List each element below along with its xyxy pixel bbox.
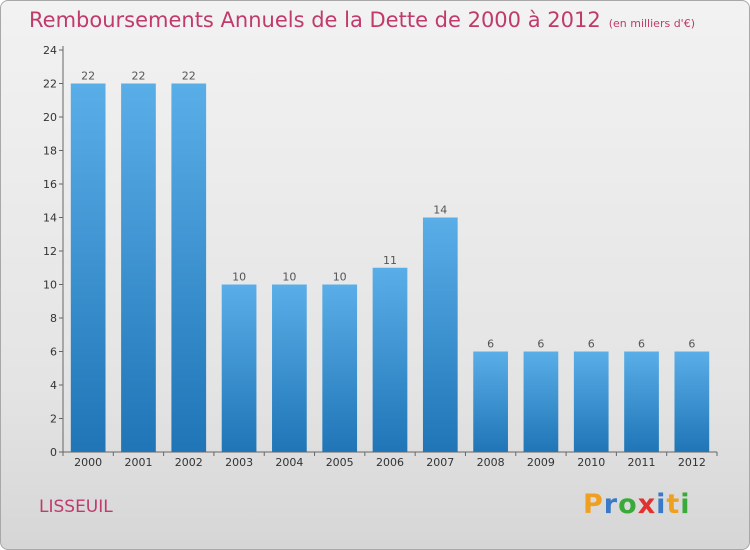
bar-2007 xyxy=(422,217,458,452)
x-tick-label-2002: 2002 xyxy=(175,456,203,469)
value-label-2007: 14 xyxy=(433,204,447,217)
bar-2008 xyxy=(473,351,508,452)
bar-2006 xyxy=(372,267,408,452)
x-tick-label-2010: 2010 xyxy=(577,456,605,469)
y-tick-label-2: 2 xyxy=(50,413,57,426)
chart-subtitle: (en milliers d'€) xyxy=(608,17,695,30)
value-label-2005: 10 xyxy=(333,271,347,284)
title-text: Remboursements Annuels de la Dette de 20… xyxy=(29,8,601,32)
bar-2003 xyxy=(221,284,257,452)
value-label-2006: 11 xyxy=(383,254,397,267)
bar-2010 xyxy=(573,351,609,452)
value-label-2010: 6 xyxy=(588,338,595,351)
x-tick-label-2006: 2006 xyxy=(376,456,404,469)
value-label-2009: 6 xyxy=(537,338,544,351)
bar-2012 xyxy=(674,351,710,452)
bar-2011 xyxy=(624,351,659,452)
value-label-2003: 10 xyxy=(232,271,246,284)
y-tick-label-24: 24 xyxy=(43,44,57,57)
x-tick-label-2000: 2000 xyxy=(74,456,102,469)
x-tick-label-2009: 2009 xyxy=(527,456,555,469)
bar-2009 xyxy=(523,351,559,452)
value-label-2004: 10 xyxy=(282,271,296,284)
y-tick-label-0: 0 xyxy=(50,446,57,459)
y-tick-label-4: 4 xyxy=(50,379,57,392)
value-label-2012: 6 xyxy=(688,338,695,351)
value-label-2002: 22 xyxy=(182,70,196,83)
y-tick-label-8: 8 xyxy=(50,312,57,325)
y-tick-label-6: 6 xyxy=(50,346,57,359)
bar-2001 xyxy=(121,83,156,452)
value-label-2001: 22 xyxy=(131,70,145,83)
y-tick-label-10: 10 xyxy=(43,279,57,292)
bar-2000 xyxy=(70,83,106,452)
y-tick-label-16: 16 xyxy=(43,178,57,191)
y-tick-label-20: 20 xyxy=(43,111,57,124)
value-label-2008: 6 xyxy=(487,338,494,351)
value-label-2011: 6 xyxy=(638,338,645,351)
commune-name: LISSEUIL xyxy=(39,497,113,517)
bar-2004 xyxy=(272,284,307,452)
x-tick-label-2011: 2011 xyxy=(628,456,656,469)
value-label-2000: 22 xyxy=(81,70,95,83)
bars-group: 22 22 22 10 10 10 11 14 6 6 6 6 6 xyxy=(70,70,710,452)
x-tick-label-2012: 2012 xyxy=(678,456,706,469)
proxiti-logo: Proxiti xyxy=(583,489,691,520)
y-tick-label-18: 18 xyxy=(43,145,57,158)
x-tick-label-2005: 2005 xyxy=(326,456,354,469)
x-tick-label-2001: 2001 xyxy=(124,456,152,469)
y-tick-label-14: 14 xyxy=(43,212,57,225)
x-tick-label-2004: 2004 xyxy=(275,456,303,469)
chart-title: Remboursements Annuels de la Dette de 20… xyxy=(29,8,695,32)
x-tick-label-2003: 2003 xyxy=(225,456,253,469)
y-tick-label-12: 12 xyxy=(43,245,57,258)
axes-group: 2000 2001 2002 2003 2004 2005 2006 2007 2008 2009… xyxy=(43,44,718,469)
bar-2005 xyxy=(322,284,358,452)
bar-2002 xyxy=(171,83,207,452)
y-tick-label-22: 22 xyxy=(43,78,57,91)
x-tick-label-2007: 2007 xyxy=(426,456,454,469)
x-tick-label-2008: 2008 xyxy=(477,456,505,469)
